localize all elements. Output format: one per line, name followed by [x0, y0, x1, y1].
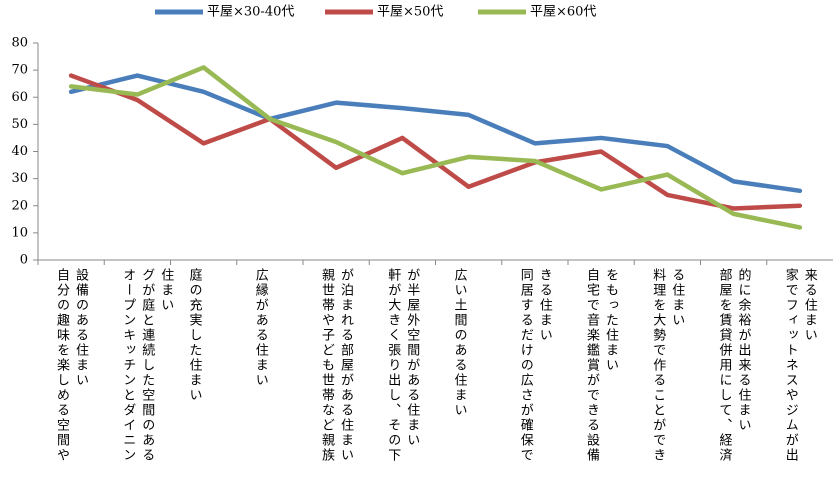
y-tick-label: 20	[11, 198, 28, 213]
legend-label: 平屋×50代	[377, 5, 443, 20]
x-tick-label: 料理を大勢で作ることができる住まい	[650, 268, 685, 463]
x-tick-label: 同居するだけの広さが確保できる住まい	[517, 268, 552, 463]
x-tick-label: 部屋を賃貸併用にして、経済的に余裕が出来る住まい	[716, 268, 751, 463]
y-tick-label: 70	[11, 63, 28, 78]
series-line	[68, 73, 803, 211]
y-tick-label: 50	[11, 117, 28, 132]
y-tick-label: 30	[11, 171, 28, 186]
x-tick-label: 親世帯や子ども世帯など親族が泊まれる部屋がある住まい	[319, 268, 353, 463]
x-tick-label: 庭の充実した住まい	[186, 268, 202, 403]
y-tick-label: 60	[11, 90, 28, 105]
series-line	[68, 73, 803, 194]
x-tick-label: 広い土間のある住まい	[451, 268, 467, 418]
legend-label: 平屋×30-40代	[207, 5, 294, 20]
y-tick-label: 0	[20, 253, 28, 268]
legend-label: 平屋×60代	[530, 5, 596, 20]
x-tick-label: 軒が大きく張り出し、その下が半屋外空間がある住まい	[385, 268, 420, 463]
y-tick-label: 10	[11, 225, 28, 240]
y-tick-label: 80	[11, 36, 28, 51]
x-tick-label: 家でフィットネスやジムが出来る住まい	[782, 268, 817, 463]
x-tick-label: 自宅で音楽鑑賞ができる設備をもった住まい	[584, 268, 618, 463]
series-line	[68, 65, 803, 230]
y-tick-label: 40	[11, 144, 28, 159]
x-tick-label: オープンキッチンとダイニングが庭と連続した空間のある住まい	[120, 268, 174, 463]
x-tick-label: 自分の趣味を楽しめる空間や設備のある住まい	[54, 268, 88, 463]
x-tick-label: 広縁がある住まい	[252, 268, 268, 388]
